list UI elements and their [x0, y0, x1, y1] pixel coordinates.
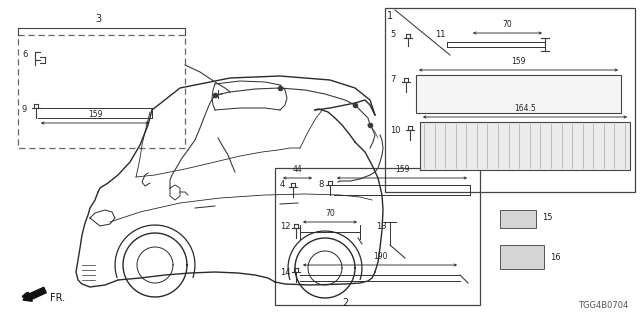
Text: TGG4B0704: TGG4B0704	[578, 301, 628, 310]
Bar	[500, 210, 536, 228]
Text: 2: 2	[342, 298, 348, 308]
Text: 70: 70	[325, 209, 335, 218]
Text: 159: 159	[88, 110, 102, 119]
Text: 13: 13	[376, 222, 387, 231]
FancyArrow shape	[23, 287, 46, 301]
Text: 9: 9	[22, 105, 28, 114]
Text: 164.5: 164.5	[514, 104, 536, 113]
Bar	[18, 35, 185, 148]
Text: 7: 7	[390, 75, 396, 84]
Bar	[500, 245, 544, 269]
Bar	[416, 75, 621, 113]
Text: 70: 70	[502, 20, 513, 29]
Text: 8: 8	[318, 180, 323, 189]
Bar	[420, 122, 630, 170]
Text: 14: 14	[280, 268, 291, 277]
Text: 3: 3	[95, 14, 101, 24]
Text: 12: 12	[280, 222, 291, 231]
Text: 44: 44	[292, 165, 302, 174]
Text: 190: 190	[372, 252, 387, 261]
Text: 1: 1	[387, 11, 393, 21]
Text: 4: 4	[280, 180, 285, 189]
Text: 159: 159	[511, 57, 525, 66]
Text: 16: 16	[550, 252, 561, 261]
Text: 159: 159	[395, 165, 409, 174]
Bar	[275, 168, 480, 305]
Text: FR.: FR.	[50, 293, 65, 303]
Bar	[385, 8, 635, 192]
Text: 10: 10	[390, 126, 401, 135]
Text: 6: 6	[22, 50, 28, 59]
Text: 11: 11	[435, 30, 445, 39]
Text: 5: 5	[390, 30, 396, 39]
Text: 15: 15	[542, 213, 552, 222]
